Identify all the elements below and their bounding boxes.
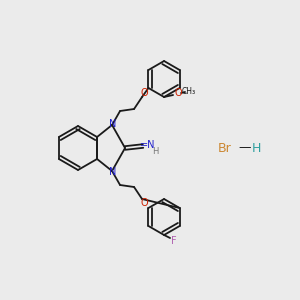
Text: O: O xyxy=(140,198,148,208)
Text: H: H xyxy=(152,146,158,155)
Text: O: O xyxy=(140,88,148,98)
Text: H: H xyxy=(251,142,261,154)
Text: O: O xyxy=(174,88,182,98)
Text: N: N xyxy=(110,119,117,129)
Text: F: F xyxy=(171,236,177,246)
Text: Br: Br xyxy=(218,142,232,154)
Text: CH₃: CH₃ xyxy=(182,86,196,95)
Text: =N: =N xyxy=(140,140,156,150)
Text: N: N xyxy=(110,167,117,177)
Text: —: — xyxy=(239,142,251,154)
